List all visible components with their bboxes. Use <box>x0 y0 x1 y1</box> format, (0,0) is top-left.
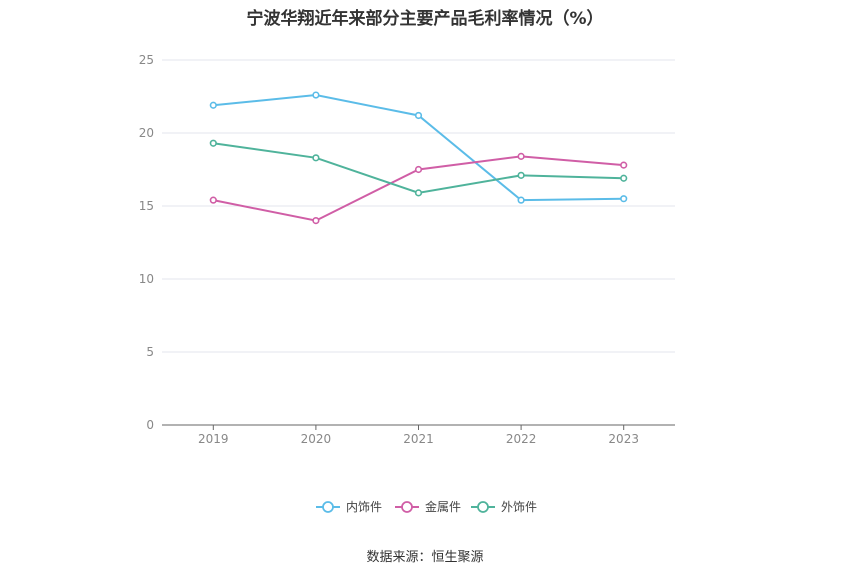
data-point <box>517 196 525 204</box>
x-tick-label: 2022 <box>506 432 537 446</box>
data-point <box>312 217 320 225</box>
legend-label: 金属件 <box>425 499 461 514</box>
data-source: 数据来源：恒生聚源 <box>366 550 484 565</box>
legend-label: 外饰件 <box>501 500 537 514</box>
chart-title: 宁波华翔近年来部分主要产品毛利率情况（%） <box>246 9 604 29</box>
data-point <box>312 154 320 162</box>
legend-marker <box>477 501 489 513</box>
data-point <box>517 152 525 160</box>
y-tick-label: 25 <box>139 53 154 67</box>
data-point <box>209 101 217 109</box>
data-point <box>620 195 628 203</box>
data-point <box>209 196 217 204</box>
data-point <box>414 165 423 174</box>
legend-marker <box>322 501 334 513</box>
data-point <box>312 91 320 99</box>
series-line <box>213 94 624 202</box>
y-tick-label: 20 <box>139 126 154 140</box>
data-point <box>209 139 217 147</box>
data-point <box>620 174 628 182</box>
data-point <box>414 111 423 120</box>
legend-marker <box>401 501 413 513</box>
data-point <box>620 161 628 169</box>
x-tick-label: 2021 <box>403 432 434 446</box>
data-point <box>517 171 525 179</box>
x-tick-label: 2019 <box>198 432 229 446</box>
data-point <box>414 189 423 197</box>
y-tick-label: 15 <box>139 199 154 213</box>
legend-label: 内饰件 <box>346 500 382 514</box>
y-tick-label: 5 <box>146 345 154 359</box>
line-chart: 0 5 10 15 20 25 2019 2020 2021 2022 2023 内饰件 金属件 外饰件 <box>139 53 675 514</box>
y-tick-label: 10 <box>139 272 154 286</box>
y-tick-label: 0 <box>146 418 154 432</box>
x-tick-label: 2020 <box>301 432 332 446</box>
x-tick-label: 2023 <box>608 432 639 446</box>
